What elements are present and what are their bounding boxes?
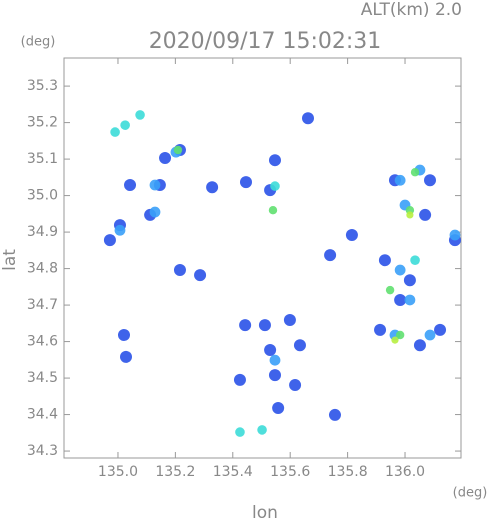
x-tick-label: 135.6 [270, 464, 310, 480]
radar-echo [173, 145, 183, 155]
y-tick-label: 34.8 [27, 261, 58, 277]
altitude-label: ALT(km) 2.0 [361, 0, 462, 20]
radar-echo [328, 408, 341, 421]
radar-echo [410, 255, 420, 265]
radar-echo [270, 181, 280, 191]
radar-echo [324, 249, 337, 262]
y-unit: (deg) [21, 35, 56, 50]
radar-echo [406, 211, 414, 219]
radar-echo [268, 369, 281, 382]
x-tick-label: 135.0 [98, 464, 138, 480]
chart-title: 2020/09/17 15:02:31 [149, 29, 382, 54]
y-tick-label: 35.2 [27, 115, 58, 131]
radar-echo [293, 339, 306, 352]
radar-echo [394, 293, 407, 306]
radar-echo [124, 179, 137, 192]
radar-echo [345, 229, 358, 242]
radar-echo [264, 343, 277, 356]
radar-echo [394, 174, 406, 186]
radar-echo [103, 234, 116, 247]
y-tick-label: 35.0 [27, 188, 58, 204]
y-tick-label: 34.6 [27, 334, 58, 350]
radar-echo [378, 254, 391, 267]
radar-echo [391, 336, 399, 344]
radar-echo [117, 329, 130, 342]
radar-echo [239, 176, 252, 189]
radar-echo [423, 174, 436, 187]
x-unit: (deg) [453, 486, 488, 501]
radar-echo [419, 208, 432, 221]
radar-echo [114, 224, 126, 236]
radar-echo [194, 269, 207, 282]
plot-frame [63, 57, 462, 459]
radar-echo [413, 339, 426, 352]
y-tick-label: 34.3 [27, 443, 58, 459]
y-axis-label: lat [0, 249, 20, 271]
radar-echo [410, 168, 420, 177]
radar-echo [206, 181, 219, 194]
radar-echo [268, 205, 278, 215]
radar-echo [424, 329, 436, 341]
x-tick-label: 135.4 [213, 464, 253, 480]
radar-echo [235, 427, 245, 437]
y-tick-label: 34.9 [27, 224, 58, 240]
x-tick-label: 135.2 [155, 464, 195, 480]
radar-echo [283, 314, 296, 327]
radar-echo [149, 206, 161, 218]
x-tick-label: 136.0 [385, 464, 425, 480]
radar-echo [449, 229, 461, 241]
radar-echo [269, 354, 281, 366]
radar-echo [289, 379, 302, 392]
radar-echo [301, 112, 314, 125]
radar-echo [404, 294, 416, 306]
radar-echo [258, 319, 271, 332]
radar-echo [434, 323, 447, 336]
radar-echo [403, 274, 416, 287]
radar-echo [272, 402, 285, 414]
x-axis-label: lon [252, 503, 278, 521]
radar-echo [173, 264, 186, 277]
radar-echo [385, 285, 395, 295]
y-tick-label: 34.7 [27, 297, 58, 313]
radar-echo [257, 425, 267, 435]
radar-echo [394, 264, 406, 276]
x-tick-label: 135.8 [328, 464, 368, 480]
radar-echo [159, 152, 172, 164]
radar-echo [110, 127, 120, 137]
radar-echo [120, 350, 133, 363]
radar-echo [395, 330, 405, 340]
y-tick-label: 34.4 [27, 407, 58, 423]
radar-echo [374, 323, 387, 336]
radar-echo [268, 154, 281, 167]
radar-echo [120, 120, 130, 130]
radar-echo [149, 179, 161, 191]
radar-echo [135, 110, 145, 120]
y-tick-label: 35.3 [27, 78, 58, 94]
y-tick-label: 34.5 [27, 370, 58, 386]
y-tick-label: 35.1 [27, 151, 58, 167]
radar-echo [233, 373, 246, 386]
radar-echo [239, 319, 252, 332]
